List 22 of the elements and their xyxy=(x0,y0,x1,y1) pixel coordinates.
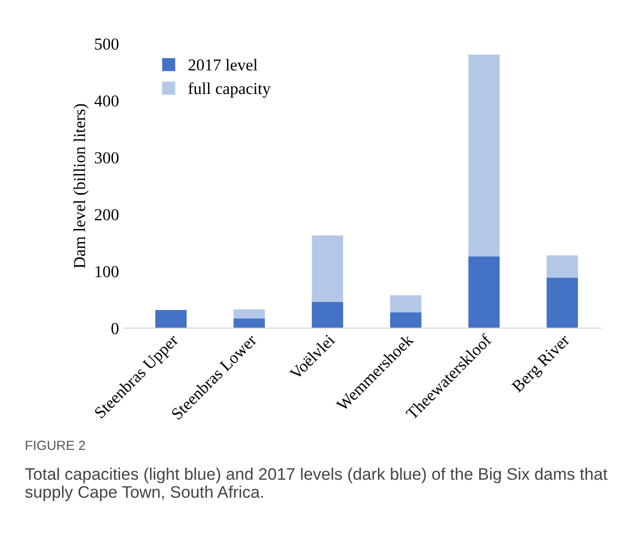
text: Total capacities (light blue) and 2017 levels (dark blue) of the Big Six dams that supply Cape Town, South Africa. xyxy=(25,468,608,502)
bar xyxy=(546,278,578,328)
caption: FIGURE 2 xyxy=(26,440,85,450)
legend-label: 2017 level xyxy=(188,58,258,71)
y-axis-title: Dam level (billion liters) xyxy=(73,104,89,268)
legend-label: full capacity xyxy=(188,82,271,98)
y-tick-label: 500 xyxy=(95,38,119,50)
bar xyxy=(468,256,500,328)
bar xyxy=(234,309,265,319)
y-tick-label: 100 xyxy=(96,266,119,278)
y-tick-label: 200 xyxy=(94,209,119,220)
y-tick-label: 300 xyxy=(94,152,119,164)
bar xyxy=(155,310,187,328)
y-tick-label: 400 xyxy=(94,95,119,107)
bar xyxy=(234,318,265,328)
bar xyxy=(468,54,500,257)
bar xyxy=(390,312,422,328)
bar xyxy=(546,255,578,278)
bar xyxy=(390,295,422,312)
bar xyxy=(312,235,344,302)
bar xyxy=(312,302,344,328)
y-tick-label: 0 xyxy=(111,322,119,334)
